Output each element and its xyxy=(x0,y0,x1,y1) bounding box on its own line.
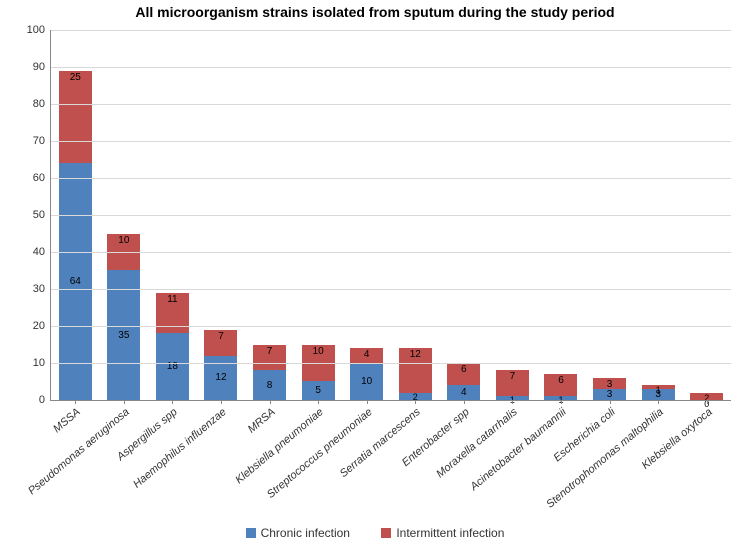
bar-stack: 712 xyxy=(204,330,237,400)
bar-segment-intermittent: 7 xyxy=(204,330,237,356)
gridline xyxy=(51,104,731,105)
legend-label-intermittent: Intermittent infection xyxy=(396,526,504,540)
bar-segment-chronic: 5 xyxy=(302,381,335,399)
bar-segment-intermittent: 6 xyxy=(544,374,577,396)
bar-segment-intermittent: 25 xyxy=(59,71,92,163)
y-tick-label: 70 xyxy=(33,135,45,147)
gridline xyxy=(51,30,731,31)
legend-item-chronic: Chronic infection xyxy=(246,526,350,540)
gridline xyxy=(51,178,731,179)
bar-stack: 1118 xyxy=(156,293,189,400)
legend-swatch-chronic xyxy=(246,528,256,538)
gridline xyxy=(51,400,731,401)
y-tick-label: 30 xyxy=(33,283,45,295)
bar-stack: 1035 xyxy=(107,234,140,401)
x-tick-label: Haemophilus influenzae xyxy=(131,406,229,491)
bar-stack: 122 xyxy=(399,348,432,400)
y-tick-label: 60 xyxy=(33,172,45,184)
y-tick-label: 80 xyxy=(33,98,45,110)
bar-stack: 78 xyxy=(253,345,286,401)
bar-stack: 71 xyxy=(496,370,529,400)
bar-segment-intermittent: 12 xyxy=(399,348,432,392)
gridline xyxy=(51,252,731,253)
bar-stack: 33 xyxy=(593,378,626,400)
y-tick-label: 100 xyxy=(27,24,45,36)
bar-segment-intermittent: 7 xyxy=(253,345,286,371)
legend-item-intermittent: Intermittent infection xyxy=(381,526,504,540)
gridline xyxy=(51,141,731,142)
y-tick-label: 40 xyxy=(33,246,45,258)
x-tick-label: Acinetobacter baumannii xyxy=(468,406,568,493)
bar-segment-chronic: 2 xyxy=(399,393,432,400)
legend: Chronic infection Intermittent infection xyxy=(0,526,750,541)
x-tick-label: Klebsiella pneumoniae xyxy=(233,406,326,486)
bar-stack: 61 xyxy=(544,374,577,400)
bar-stack: 13 xyxy=(642,385,675,400)
y-tick-label: 90 xyxy=(33,61,45,73)
bar-segment-intermittent: 3 xyxy=(593,378,626,389)
gridline xyxy=(51,363,731,364)
x-tick-label: Serratia marcescens xyxy=(338,406,423,480)
x-tick-label: MSSA xyxy=(51,406,83,435)
bar-segment-chronic: 64 xyxy=(59,163,92,400)
plot-area: 2564MSSA1035Pseudomonas aeruginosa1118As… xyxy=(50,30,731,401)
bar-stack: 2564 xyxy=(59,71,92,400)
y-tick-label: 10 xyxy=(33,357,45,369)
gridline xyxy=(51,289,731,290)
x-tick-label: MRSA xyxy=(245,406,277,436)
y-tick-label: 20 xyxy=(33,320,45,332)
gridline xyxy=(51,215,731,216)
chart-container: All microorganism strains isolated from … xyxy=(0,0,750,547)
bar-segment-chronic: 4 xyxy=(447,385,480,400)
gridline xyxy=(51,67,731,68)
gridline xyxy=(51,326,731,327)
bar-segment-chronic: 18 xyxy=(156,333,189,400)
bar-segment-intermittent: 6 xyxy=(447,363,480,385)
bar-segment-chronic: 3 xyxy=(642,389,675,400)
y-tick-label: 0 xyxy=(39,394,45,406)
bar-segment-intermittent: 4 xyxy=(350,348,383,363)
bar-stack: 64 xyxy=(447,363,480,400)
bar-segment-chronic: 10 xyxy=(350,363,383,400)
x-tick-label: Moraxella catarrhalis xyxy=(435,406,520,480)
chart-title: All microorganism strains isolated from … xyxy=(0,4,750,20)
bar-stack: 105 xyxy=(302,345,335,401)
legend-label-chronic: Chronic infection xyxy=(261,526,350,540)
bar-segment-chronic: 3 xyxy=(593,389,626,400)
bar-segment-intermittent: 11 xyxy=(156,293,189,334)
y-tick-label: 50 xyxy=(33,209,45,221)
bar-stack: 410 xyxy=(350,348,383,400)
bar-segment-chronic: 8 xyxy=(253,370,286,400)
bar-stack: 20 xyxy=(690,393,723,400)
bar-segment-intermittent: 7 xyxy=(496,370,529,396)
legend-swatch-intermittent xyxy=(381,528,391,538)
